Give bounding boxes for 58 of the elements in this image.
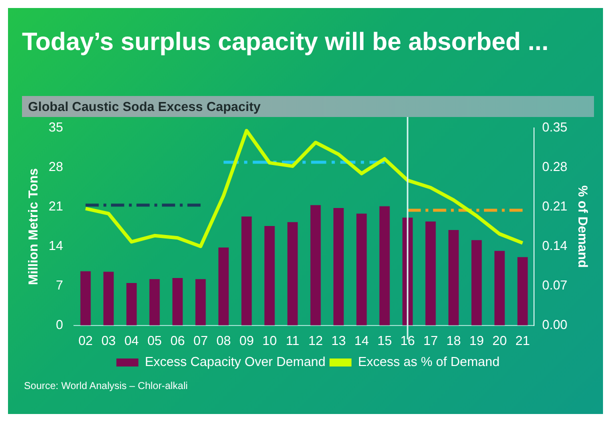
x-tick-label: 20 <box>492 332 507 348</box>
x-tick-label: 16 <box>400 332 415 348</box>
chart-title: Today’s surplus capacity will be absorbed ... <box>21 27 550 58</box>
y-tick-label: 28 <box>48 158 64 174</box>
x-tick-label: 09 <box>239 332 254 348</box>
y2-tick-label: 0.35 <box>542 119 568 134</box>
bar <box>494 250 505 326</box>
y-tick-label: 7 <box>56 277 64 292</box>
y-tick-label: 21 <box>48 198 64 214</box>
bar <box>149 279 160 326</box>
x-tick-label: 06 <box>170 332 185 348</box>
y2-tick-label: 0.00 <box>542 316 568 332</box>
bar <box>356 214 367 326</box>
x-tick-label: 15 <box>377 332 392 348</box>
bar <box>448 230 459 326</box>
bar <box>333 208 344 326</box>
bar <box>80 271 91 326</box>
y-tick-label: 35 <box>48 119 64 134</box>
x-tick-label: 04 <box>124 332 139 348</box>
x-tick-label: 08 <box>216 332 231 348</box>
bar <box>103 272 114 326</box>
x-tick-label: 18 <box>446 332 461 348</box>
x-tick-label: 13 <box>331 332 346 348</box>
x-tick-label: 07 <box>193 332 208 348</box>
y-tick-label: 0 <box>56 316 64 332</box>
bar <box>517 257 528 326</box>
source-note: Source: World Analysis – Chlor-alkali <box>24 381 189 392</box>
bar <box>425 222 436 326</box>
x-tick-label: 14 <box>354 332 369 348</box>
bar <box>287 222 298 326</box>
x-tick-label: 11 <box>286 332 300 348</box>
bar <box>379 206 390 326</box>
x-tick-label: 19 <box>469 332 484 348</box>
x-tick-label: 17 <box>423 332 438 348</box>
x-tick-label: 21 <box>515 332 530 348</box>
x-tick-label: 03 <box>101 332 116 348</box>
y2-tick-label: 0.21 <box>542 198 568 214</box>
x-tick-label: 12 <box>308 332 323 348</box>
bar <box>218 247 229 326</box>
bar <box>172 278 183 326</box>
bar <box>310 205 321 326</box>
bar <box>241 216 252 326</box>
y2-tick-label: 0.28 <box>542 158 568 174</box>
x-tick-label: 02 <box>78 332 93 348</box>
y-axis-title: Million Metric Tons <box>25 168 40 285</box>
bar <box>195 279 206 326</box>
chart-subtitle: Global Caustic Soda Excess Capacity <box>22 96 594 117</box>
bar <box>126 283 137 326</box>
legend-label: Excess Capacity Over Demand <box>144 354 326 370</box>
legend-label: Excess as % of Demand <box>358 354 500 370</box>
x-tick-label: 10 <box>262 332 277 348</box>
bar <box>264 226 275 326</box>
y-tick-label: 14 <box>48 238 64 253</box>
bar <box>471 240 482 326</box>
y2-tick-label: 0.07 <box>542 277 568 292</box>
x-tick-label: 05 <box>147 332 162 348</box>
y2-axis-title: % of Demand <box>576 185 591 268</box>
y2-tick-label: 0.14 <box>542 238 568 253</box>
